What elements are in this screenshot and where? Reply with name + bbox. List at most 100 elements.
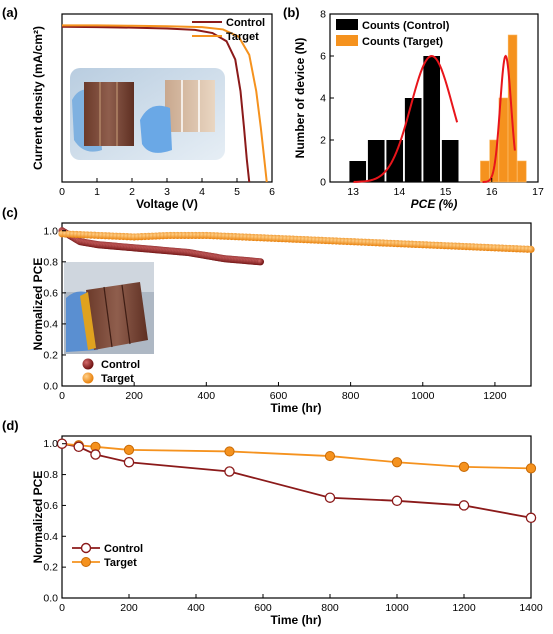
panel-c-xlabel: Time (hr) [270, 401, 321, 415]
legend-target-marker-d [81, 557, 91, 567]
panel-d-point-control [90, 449, 101, 460]
panel-c-xtick-label: 200 [125, 390, 143, 402]
panel-d-point-target [525, 463, 537, 474]
panel-c-ytick-label: 0.8 [43, 256, 58, 268]
panel-d-point-control [458, 500, 470, 511]
panel-c-chart: 0 200 400 600 800 1000 12000.00.20.40.60.81.0 … [31, 222, 535, 415]
panel-b-bar-control [404, 98, 422, 182]
panel-c-ytick-label: 1.0 [43, 225, 58, 237]
panel-a-chart: 0 1 2 3 4 5 6 Voltage (V) Current density (mA/… [31, 13, 275, 211]
panel-c-xtick-label: 400 [198, 390, 216, 402]
panel-d-ytick-label: 0.4 [43, 531, 58, 543]
legend-target-label: Target [226, 31, 259, 43]
panel-b-fit-control [353, 55, 459, 183]
legend-target-count-label: Counts (Target) [362, 36, 443, 48]
panel-a-series-control-line [61, 25, 251, 183]
panel-d-xtick-label: 600 [254, 602, 272, 614]
panel-b-bar-target [489, 139, 499, 183]
panel-c-inset-photo [64, 262, 154, 354]
legend-control-marker [82, 358, 94, 370]
panel-a-xlabel: Voltage (V) [136, 197, 198, 211]
panel-a-inset-photo [70, 68, 225, 160]
panel-d-xtick-label: 800 [321, 602, 339, 614]
panel-b-bar-control [349, 161, 367, 182]
panel-d-ytick-label: 0.2 [43, 562, 58, 574]
panel-b-legend: Counts (Control) Counts (Target) [336, 19, 450, 48]
panel-c-xtick-label: 600 [270, 390, 288, 402]
panel-d-xtick-label: 1200 [452, 602, 476, 614]
panel-d-point-control [525, 512, 537, 524]
panel-b-bar-target [480, 160, 490, 183]
panel-d-ytick-label: 1.0 [43, 438, 58, 450]
panel-c-ylabel-text: Normalized PCE [31, 258, 45, 351]
panel-c-xtick-label: 1000 [411, 390, 435, 402]
panel-a-legend: Control Target [192, 17, 265, 43]
panel-c-point-target [527, 245, 535, 253]
panel-b-bar-control [441, 140, 459, 182]
panel-d-point-target [123, 444, 135, 455]
panel-d-point-control [324, 492, 336, 503]
panel-b-ytick-label: 4 [320, 93, 326, 105]
panel-a-xtick-label: 6 [269, 186, 275, 198]
panel-b-xlabel: PCE (%) [411, 197, 458, 211]
panel-d-point-target [224, 446, 235, 457]
panel-c-xtick-label: 0 [59, 390, 65, 402]
panel-a-ylabel: Current density (mA/cm²) [31, 26, 45, 170]
panel-b-xtick-label: 16 [486, 186, 498, 198]
panel-a-xtick-label: 4 [199, 186, 205, 198]
panel-d-ylabel: Normalized PCE [31, 471, 45, 564]
panel-b-xtick-label: 13 [347, 186, 359, 198]
panel-d-xtick-label: 0 [59, 602, 65, 614]
panel-b-xtick-label: 14 [393, 186, 405, 198]
panel-b-chart: 13 14 15 16 17 0 2 4 6 8 PCE (%) Number of device… [293, 9, 544, 212]
panel-b-ytick-label: 6 [320, 51, 326, 63]
panel-d-point-control [123, 456, 135, 468]
panel-b-bar-target [507, 34, 518, 183]
panel-b-ylabel: Number of device (N) [293, 38, 307, 159]
panel-c-ytick-label: 0.4 [43, 318, 58, 330]
panel-d-ytick-label: 0.6 [43, 500, 58, 512]
panel-b-ytick-label: 2 [320, 135, 326, 147]
panel-d-point-control [224, 466, 235, 477]
panel-b-bar-target [517, 160, 527, 183]
panel-c-legend: Control Target [82, 358, 140, 385]
panel-a-xtick-label: 0 [59, 186, 65, 198]
panel-d-point-control [391, 495, 403, 507]
panel-d-chart: 0 200 400 600 800 1000 1200 1400 0.0 0.2 0.4 0.6 0.8… [31, 435, 543, 627]
panel-a-xtick-label: 1 [94, 186, 100, 198]
panel-b-xlabel-text: PCE (%) [411, 197, 458, 211]
legend-target-label-d: Target [104, 557, 137, 569]
panel-a-xtick-label: 2 [129, 186, 135, 198]
legend-target-label-c: Target [101, 373, 134, 385]
legend-control-swatch [336, 19, 358, 30]
panel-d-xlabel: Time (hr) [270, 613, 321, 627]
legend-target-swatch [336, 35, 358, 46]
panel-a-xtick-label: 5 [234, 186, 240, 198]
panel-d-label: (d) [2, 418, 19, 433]
panel-b-xtick-label: 17 [532, 186, 544, 198]
panel-d-point-target [458, 461, 470, 472]
panel-b-fit-target [482, 54, 516, 183]
panel-c-ytick-label: 0.0 [43, 381, 58, 393]
panel-a-series-target-line [62, 24, 268, 183]
panel-d-xtick-label: 200 [120, 602, 138, 614]
panel-b-xtick-label: 15 [440, 186, 452, 198]
panel-b-label: (b) [283, 5, 300, 20]
panel-c-frame [61, 222, 532, 387]
panel-c-ytick-label: 0.2 [43, 349, 58, 361]
legend-target-marker [82, 372, 94, 384]
panel-c-ylabel: Normalized PCE [31, 258, 45, 351]
panel-c-point-control [256, 258, 265, 266]
panel-d-xtick-label: 400 [187, 602, 205, 614]
panel-d-legend: Control Target [72, 542, 143, 569]
panel-b-ytick-label: 0 [320, 177, 326, 189]
panel-b-bar-target [498, 97, 509, 183]
panel-d-xtick-label: 1000 [385, 602, 409, 614]
panel-d-ytick-label: 0.0 [43, 593, 58, 605]
panel-b-bar-control [386, 140, 404, 182]
legend-control-label-d: Control [104, 543, 143, 555]
panel-c-xtick-label: 1200 [483, 390, 507, 402]
panel-b-bar-control [423, 56, 441, 182]
panel-d-ytick-label: 0.8 [43, 469, 58, 481]
